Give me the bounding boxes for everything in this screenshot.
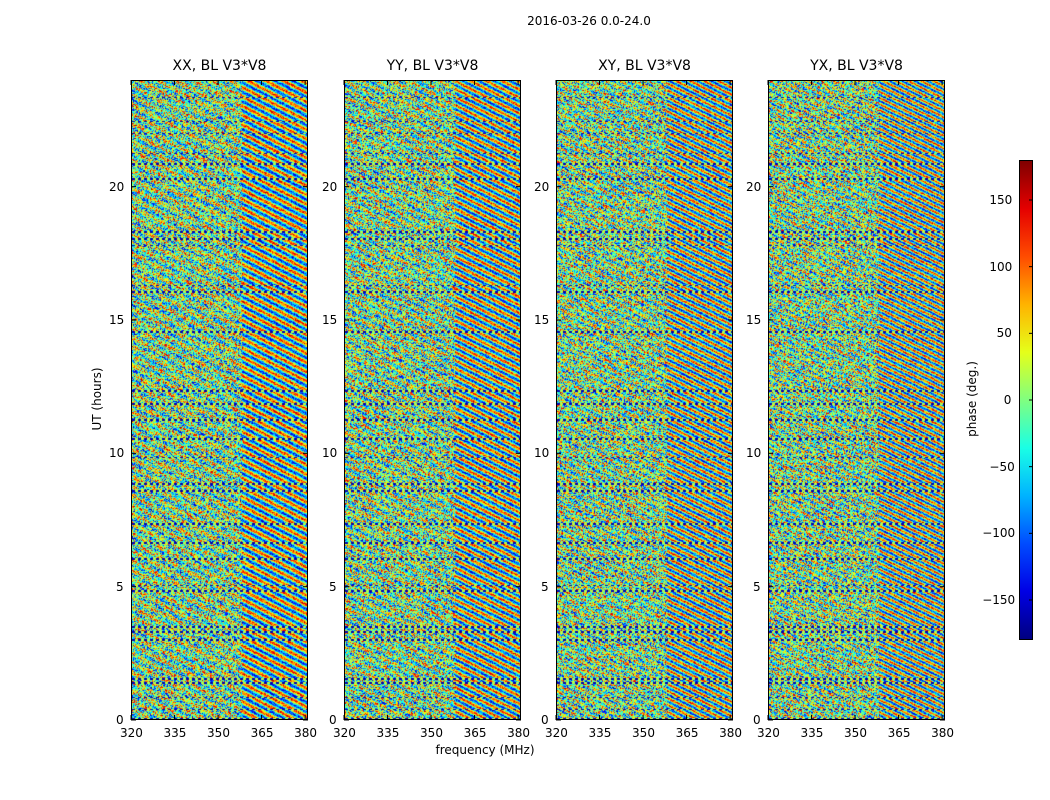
x-tick-label: 380 bbox=[719, 726, 742, 740]
x-tick-label: 320 bbox=[545, 726, 568, 740]
x-tick-label: 335 bbox=[800, 726, 824, 740]
y-tick-label: 20 bbox=[109, 179, 125, 194]
phase-heatmap-yx bbox=[768, 80, 945, 720]
x-tick-label: 350 bbox=[420, 726, 443, 740]
x-tick-label: 350 bbox=[844, 726, 867, 740]
y-tick-label: 0 bbox=[541, 713, 549, 727]
panel-title-yy: YY, BL V3*V8 bbox=[386, 58, 479, 74]
y-tick-label: 5 bbox=[116, 579, 124, 594]
panel-xx: XX, BL V3*V8 bbox=[131, 58, 308, 720]
panel-yy: YY, BL V3*V8 bbox=[344, 58, 521, 720]
colorbar-tick-label: −150 bbox=[982, 593, 1016, 607]
y-tick-label: 5 bbox=[541, 579, 549, 594]
colorbar-tick-label: −50 bbox=[989, 459, 1015, 474]
x-tick-label: 350 bbox=[207, 726, 230, 740]
colorbar-tick-label: 100 bbox=[989, 259, 1013, 274]
x-tick-label: 335 bbox=[588, 726, 612, 740]
y-tick-label: 10 bbox=[534, 446, 550, 461]
x-tick-label: 365 bbox=[463, 726, 487, 740]
colorbar-tick-label: 0 bbox=[1003, 393, 1012, 407]
y-tick-label: 20 bbox=[534, 179, 550, 194]
y-tick-label: 15 bbox=[109, 313, 125, 327]
x-tick-label: 365 bbox=[250, 726, 274, 740]
x-tick-label: 320 bbox=[333, 726, 356, 740]
figure-title: 2016-03-26 0.0-24.0 bbox=[527, 14, 651, 28]
y-tick-label: 20 bbox=[322, 179, 338, 194]
y-tick-label: 15 bbox=[746, 313, 762, 327]
y-tick-label: 10 bbox=[746, 446, 762, 461]
y-tick-label: 5 bbox=[753, 579, 761, 594]
y-tick-label: 15 bbox=[534, 313, 550, 327]
y-tick-label: 20 bbox=[746, 179, 762, 194]
y-tick-label: 10 bbox=[322, 446, 338, 461]
panel-title-yx: YX, BL V3*V8 bbox=[810, 58, 903, 74]
x-tick-label: 365 bbox=[887, 726, 911, 740]
panel-xy: XY, BL V3*V8 bbox=[556, 58, 733, 720]
y-tick-label: 15 bbox=[322, 313, 338, 327]
phase-heatmap-yy bbox=[344, 80, 521, 720]
x-tick-label: 335 bbox=[163, 726, 187, 740]
colorbar-tick-label: −100 bbox=[982, 526, 1016, 541]
x-tick-label: 320 bbox=[120, 726, 143, 740]
colorbar-tick-label: 50 bbox=[996, 326, 1012, 341]
x-tick-label: 380 bbox=[294, 726, 317, 740]
x-tick-label: 335 bbox=[376, 726, 400, 740]
phase-heatmap-xx bbox=[131, 80, 308, 720]
y-tick-label: 0 bbox=[753, 713, 761, 727]
x-tick-label: 365 bbox=[675, 726, 699, 740]
phase-heatmap-xy bbox=[556, 80, 733, 720]
panel-title-xx: XX, BL V3*V8 bbox=[172, 58, 267, 74]
y-tick-label: 0 bbox=[329, 713, 337, 727]
x-tick-label: 380 bbox=[931, 726, 954, 740]
y-tick-label: 0 bbox=[116, 713, 124, 727]
y-tick-label: 5 bbox=[329, 579, 337, 594]
colorbar-tick-label: 150 bbox=[989, 193, 1013, 207]
x-tick-label: 350 bbox=[632, 726, 655, 740]
y-tick-label: 10 bbox=[109, 446, 125, 461]
x-tick-label: 380 bbox=[507, 726, 530, 740]
panel-yx: YX, BL V3*V8 bbox=[768, 58, 945, 720]
x-axis-label: frequency (MHz) bbox=[435, 743, 535, 757]
panel-title-xy: XY, BL V3*V8 bbox=[598, 58, 691, 74]
x-tick-label: 320 bbox=[757, 726, 780, 740]
